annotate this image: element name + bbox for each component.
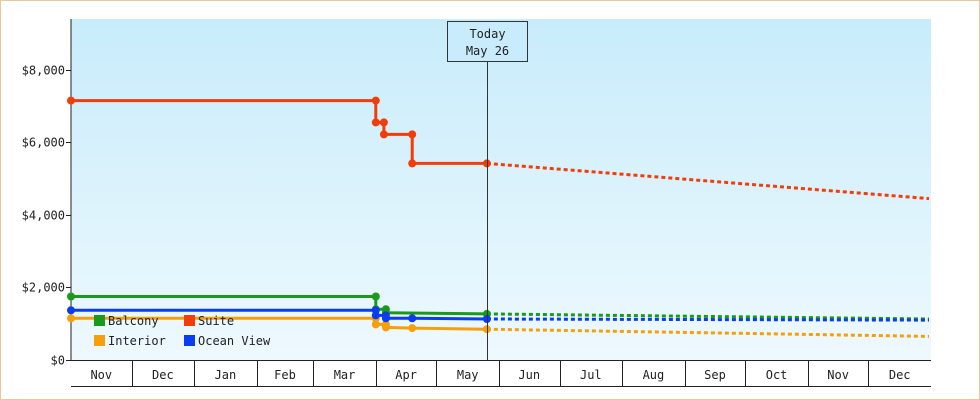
legend-swatch (184, 335, 195, 346)
data-point (408, 324, 417, 333)
legend-item: Interior (94, 334, 166, 348)
legend-label: Ocean View (198, 334, 271, 348)
y-tick-label: $2,000 (22, 281, 65, 295)
data-point (482, 325, 491, 334)
series-ocean-view (67, 306, 930, 323)
data-point (371, 292, 380, 301)
y-tick-label: $6,000 (22, 136, 65, 150)
data-point (408, 159, 417, 168)
y-tick-label: $4,000 (22, 209, 65, 223)
data-point (67, 314, 75, 323)
data-point (379, 118, 388, 127)
today-date-label: May 26 (466, 44, 509, 58)
y-tick-label: $0 (51, 354, 65, 368)
x-tick-label: May (457, 368, 479, 382)
plot-background (71, 19, 931, 360)
legend-label: Interior (108, 334, 166, 348)
today-label-box (447, 21, 528, 62)
x-tick-label: Nov (90, 368, 112, 382)
data-point (67, 292, 75, 301)
series-suite (67, 96, 930, 201)
data-point (381, 323, 390, 332)
data-point (379, 130, 388, 139)
x-tick-label: Mar (334, 368, 356, 382)
x-tick-label: Dec (889, 368, 911, 382)
forecast-line (486, 312, 930, 321)
x-tick-label: Feb (274, 368, 296, 382)
legend-label: Suite (198, 314, 234, 328)
data-point (371, 320, 380, 329)
data-point (67, 96, 75, 105)
legend-swatch (184, 315, 195, 326)
data-point (408, 314, 417, 323)
today-marker: Today May 26 (447, 21, 528, 360)
data-point (371, 311, 380, 320)
forecast-line (486, 161, 930, 201)
legend-item: Ocean View (184, 334, 271, 348)
y-tick-label: $8,000 (22, 64, 65, 78)
forecast-line (486, 317, 930, 322)
data-point (67, 306, 75, 315)
x-axis: Nov Dec Jan Feb Mar Apr May Jun Jul Aug Sep Oct Nov D… (71, 360, 931, 387)
data-point (371, 118, 380, 127)
legend: Balcony Suite Interior Ocean View (94, 314, 271, 348)
x-tick-label: Jul (580, 368, 602, 382)
data-point (381, 314, 390, 323)
data-point (371, 96, 380, 105)
data-point (482, 159, 491, 168)
legend-label: Balcony (108, 314, 159, 328)
x-tick-label: Aug (643, 368, 665, 382)
x-tick-label: Jun (518, 368, 540, 382)
legend-swatch (94, 315, 105, 326)
forecast-line (486, 327, 930, 338)
x-tick-label: Jan (215, 368, 237, 382)
series-line (71, 295, 487, 316)
data-point (482, 315, 491, 323)
series-layer (67, 96, 930, 338)
x-tick-label: Apr (395, 368, 417, 382)
x-tick-label: Sep (704, 368, 726, 382)
x-tick-label: Nov (827, 368, 849, 382)
y-axis: $0 $2,000 $4,000 $6,000 $8,000 (22, 19, 72, 368)
today-label: Today (469, 27, 505, 41)
legend-item: Suite (184, 314, 234, 328)
data-point (408, 130, 417, 139)
legend-item: Balcony (94, 314, 159, 328)
x-tick-label: Dec (152, 368, 174, 382)
x-tick-label: Oct (766, 368, 788, 382)
legend-swatch (94, 335, 105, 346)
